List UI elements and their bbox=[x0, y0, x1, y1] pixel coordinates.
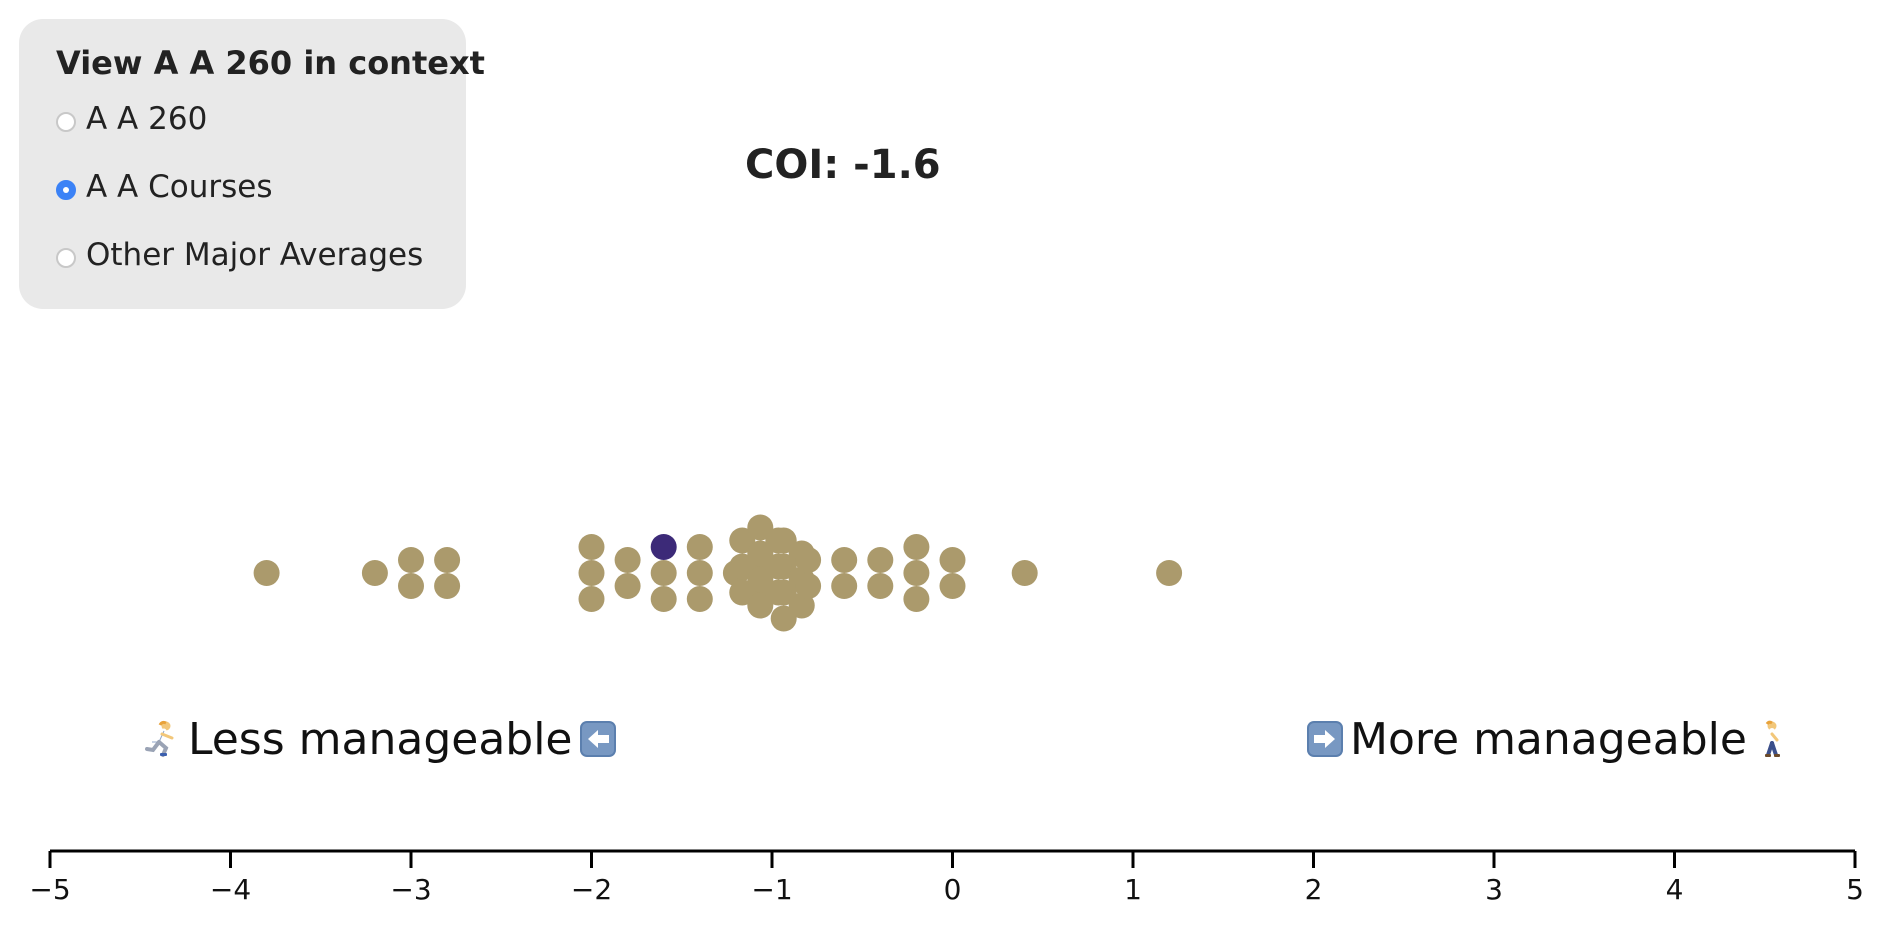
data-dot[interactable] bbox=[398, 573, 424, 599]
radio-button[interactable] bbox=[56, 180, 76, 200]
x-tick-label: 2 bbox=[1305, 873, 1323, 906]
data-dot[interactable] bbox=[729, 527, 756, 554]
data-dot[interactable] bbox=[398, 547, 424, 573]
radio-option[interactable]: A A 260 bbox=[56, 95, 466, 143]
runner-icon bbox=[145, 720, 174, 757]
radio-option[interactable]: A A Courses bbox=[56, 163, 466, 211]
data-dot[interactable] bbox=[650, 560, 677, 586]
x-tick-label: 0 bbox=[944, 873, 962, 906]
data-dot[interactable] bbox=[747, 566, 774, 593]
x-tick-label: −4 bbox=[210, 873, 251, 906]
radio-button[interactable] bbox=[56, 248, 76, 268]
data-dot[interactable] bbox=[578, 560, 605, 586]
radio-label: A A Courses bbox=[86, 169, 273, 205]
data-dot[interactable] bbox=[903, 560, 930, 586]
radio-label: A A 260 bbox=[86, 101, 208, 137]
data-dot[interactable] bbox=[831, 573, 858, 599]
x-tick-label: 1 bbox=[1124, 873, 1142, 906]
x-tick-label: 4 bbox=[1666, 873, 1684, 906]
x-tick-label: −3 bbox=[390, 873, 431, 906]
data-dot[interactable] bbox=[578, 534, 605, 560]
data-dot[interactable] bbox=[903, 534, 930, 560]
less-manageable-label: Less manageable bbox=[138, 712, 623, 768]
radio-button[interactable] bbox=[56, 112, 76, 132]
context-panel: View A A 260 in context A A 260 A A Cours… bbox=[19, 19, 485, 309]
data-dot[interactable] bbox=[770, 605, 797, 632]
data-dot[interactable] bbox=[765, 579, 792, 606]
highlight-dot[interactable] bbox=[650, 534, 677, 560]
data-dot[interactable] bbox=[729, 579, 756, 606]
more-manageable-label: More manageable bbox=[1300, 712, 1797, 768]
x-tick-label: −2 bbox=[571, 873, 612, 906]
data-dot[interactable] bbox=[867, 573, 894, 599]
less-manageable-text: Less manageable bbox=[188, 714, 573, 765]
data-dot[interactable] bbox=[361, 560, 388, 586]
context-radio-group: A A 260 A A Courses Other Major Averages bbox=[56, 95, 466, 279]
data-dot[interactable] bbox=[795, 573, 822, 599]
panel-title: View A A 260 in context bbox=[56, 44, 485, 82]
x-tick-label: 5 bbox=[1846, 873, 1864, 906]
data-dot[interactable] bbox=[253, 560, 280, 586]
data-dot[interactable] bbox=[650, 586, 677, 612]
data-dot[interactable] bbox=[434, 573, 461, 599]
data-dot[interactable] bbox=[747, 540, 774, 567]
data-dot[interactable] bbox=[1011, 560, 1038, 586]
x-tick-label: 3 bbox=[1485, 873, 1503, 906]
x-tick-label: −5 bbox=[29, 873, 70, 906]
data-dot[interactable] bbox=[747, 592, 774, 619]
radio-option[interactable]: Other Major Averages bbox=[56, 231, 466, 279]
data-dot[interactable] bbox=[788, 592, 815, 619]
data-dot[interactable] bbox=[686, 534, 713, 560]
x-tick-label: −1 bbox=[751, 873, 792, 906]
right-arrow-icon bbox=[1307, 721, 1343, 757]
data-dot[interactable] bbox=[614, 573, 641, 599]
data-dot[interactable] bbox=[747, 514, 774, 541]
data-dot[interactable] bbox=[765, 553, 792, 580]
walker-icon bbox=[1764, 720, 1780, 757]
data-dot[interactable] bbox=[867, 547, 894, 573]
radio-label: Other Major Averages bbox=[86, 237, 424, 273]
data-dot[interactable] bbox=[939, 573, 966, 599]
data-dot[interactable] bbox=[903, 586, 930, 612]
data-dot[interactable] bbox=[614, 547, 641, 573]
more-manageable-text: More manageable bbox=[1350, 714, 1747, 765]
score-title: COI: -1.6 bbox=[745, 142, 941, 188]
data-dot[interactable] bbox=[686, 586, 713, 612]
left-arrow-icon bbox=[579, 721, 616, 757]
data-dot[interactable] bbox=[795, 547, 822, 573]
data-dot[interactable] bbox=[831, 547, 858, 573]
data-dot[interactable] bbox=[765, 527, 792, 554]
data-dot[interactable] bbox=[686, 560, 713, 586]
data-dot[interactable] bbox=[1156, 560, 1183, 586]
data-dot[interactable] bbox=[729, 553, 756, 580]
data-dot[interactable] bbox=[578, 586, 605, 612]
data-dot[interactable] bbox=[434, 547, 461, 573]
data-dot[interactable] bbox=[939, 547, 966, 573]
